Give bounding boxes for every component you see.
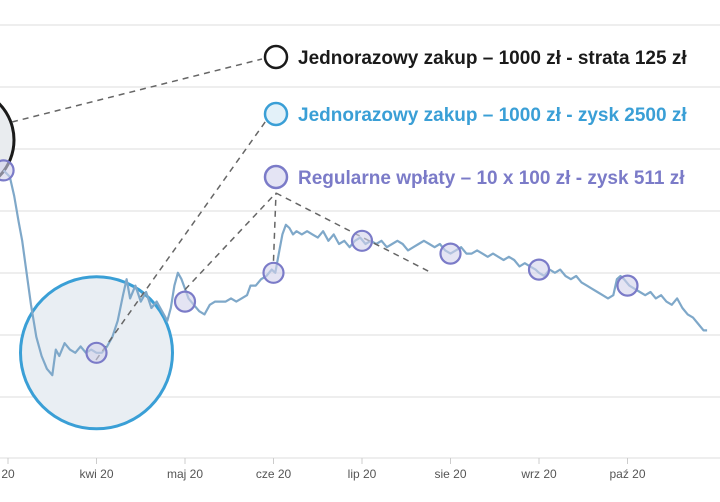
x-axis: 20 kwi 20 maj 20 cze 20 lip 20 sie 20 wrz 20 pa… <box>1 458 646 481</box>
x-tick-label: sie 20 <box>434 467 466 481</box>
legend-marker-lump_loss <box>263 44 289 70</box>
legend-marker-regular <box>263 164 289 190</box>
regular-contribution-marker <box>527 258 551 281</box>
legend-item-lump_gain: Jednorazowy zakup – 1000 zł - zysk 2500 … <box>263 101 687 127</box>
leader-regular-c <box>275 192 431 273</box>
legend-item-regular: Regularne wpłaty – 10 x 100 zł - zysk 51… <box>263 164 685 190</box>
marker-layer <box>0 159 639 364</box>
x-tick-label: lip 20 <box>348 467 377 481</box>
x-tick-label: cze 20 <box>256 467 292 481</box>
x-tick-label: maj 20 <box>167 467 203 481</box>
price-series-line <box>2 169 708 377</box>
regular-contribution-marker <box>85 341 108 364</box>
regular-contribution-marker <box>439 242 462 265</box>
legend-label-regular: Regularne wpłaty – 10 x 100 zł - zysk 51… <box>298 168 685 189</box>
regular-contribution-marker <box>262 261 285 284</box>
price-line-layer <box>2 169 708 377</box>
lump-loss-halo <box>0 102 16 178</box>
legend: Jednorazowy zakup – 1000 zł - strata 125… <box>263 44 687 190</box>
leader-lump-gain <box>95 117 269 361</box>
halo-layer <box>0 102 174 431</box>
legend-label-lump_gain: Jednorazowy zakup – 1000 zł - zysk 2500 … <box>298 105 687 126</box>
regular-contribution-marker <box>350 229 374 252</box>
leader-regular-a <box>184 192 277 291</box>
x-tick-label: paź 20 <box>609 467 645 481</box>
x-tick-label: wrz 20 <box>520 467 557 481</box>
legend-item-lump_loss: Jednorazowy zakup – 1000 zł - strata 125… <box>263 44 687 70</box>
legend-marker-lump_gain <box>263 101 289 127</box>
leader-lines <box>11 58 431 361</box>
regular-contribution-marker <box>616 274 639 297</box>
leader-regular-b <box>272 192 277 261</box>
x-tick-label: kwi 20 <box>79 467 113 481</box>
regular-contribution-marker <box>0 159 15 182</box>
legend-label-lump_loss: Jednorazowy zakup – 1000 zł - strata 125… <box>298 48 687 69</box>
regular-contribution-marker <box>173 290 197 313</box>
x-tick-label: 20 <box>1 467 15 481</box>
leader-lump-loss <box>11 58 263 123</box>
